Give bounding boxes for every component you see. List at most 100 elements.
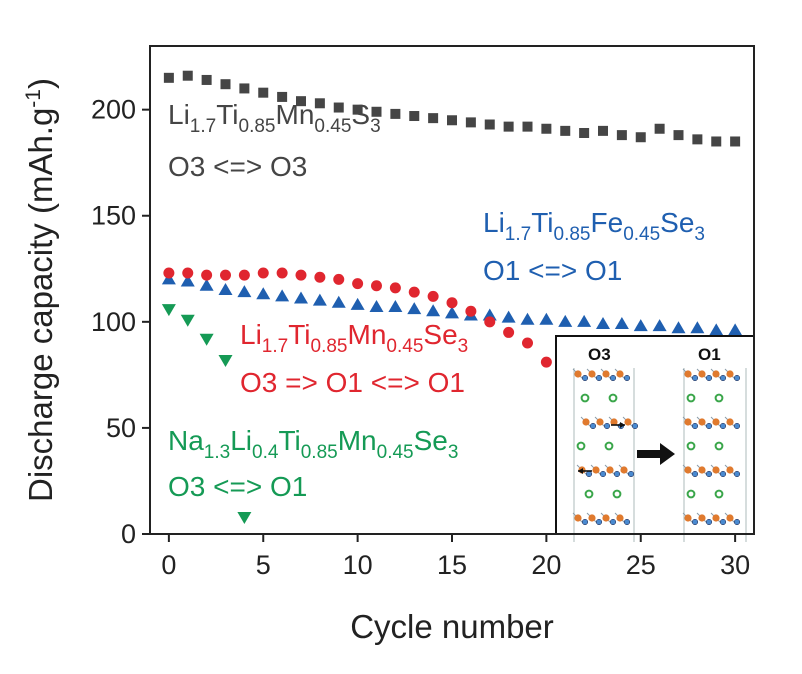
data-point <box>239 83 250 94</box>
metal-atom <box>691 518 699 526</box>
data-point <box>220 79 231 90</box>
anion-atom <box>606 466 614 474</box>
y-tick-label: 200 <box>91 95 136 125</box>
data-point <box>182 70 193 81</box>
metal-atom <box>733 374 741 382</box>
formula-segment: 0.45 <box>314 116 351 137</box>
x-tick-label: 10 <box>343 550 373 580</box>
formula-segment: 1.3 <box>204 442 230 463</box>
lithium-atom <box>686 393 696 403</box>
x-tick-label: 30 <box>720 550 750 580</box>
small-arrow-left-head-icon <box>578 468 583 474</box>
formula-segment: 0.45 <box>623 224 660 245</box>
o1-crystal-structure <box>682 368 747 542</box>
anion-atom <box>582 418 590 426</box>
data-point <box>388 299 403 312</box>
anion-atom <box>712 514 720 522</box>
y-axis-title-superscript: -1 <box>22 89 45 108</box>
formula-segment: Ti <box>216 99 238 130</box>
data-point <box>503 326 515 338</box>
data-point <box>635 132 646 143</box>
data-point <box>728 323 743 336</box>
data-point <box>220 269 231 281</box>
data-point <box>182 267 194 279</box>
formula-segment: 0.85 <box>239 116 276 137</box>
data-point <box>390 108 401 119</box>
anion-atom <box>624 418 632 426</box>
data-point <box>730 136 741 147</box>
metal-atom <box>589 422 597 430</box>
formula-segment: 1.7 <box>190 116 216 137</box>
anion-atom <box>620 466 628 474</box>
data-point <box>163 267 175 279</box>
data-point <box>482 308 497 321</box>
lithium-atom <box>604 441 614 451</box>
metal-atom <box>719 518 727 526</box>
anion-atom <box>602 370 610 378</box>
annotation-formula-na: Na1.3Li0.4Ti0.85Mn0.45Se3 <box>168 425 458 463</box>
y-axis-ticks: 0 50 100 150 200 <box>91 95 150 549</box>
x-tick-label: 5 <box>256 550 271 580</box>
data-point <box>256 287 271 300</box>
anion-atom <box>698 514 706 522</box>
inset-label-o1: O1 <box>698 345 721 364</box>
inset-structure-illustration: O3 O1 <box>555 335 755 542</box>
transition-arrow-icon <box>637 443 675 465</box>
data-point <box>314 98 325 109</box>
data-point <box>277 91 288 102</box>
data-point <box>673 130 684 141</box>
anion-atom <box>602 514 610 522</box>
anion-atom <box>712 466 720 474</box>
data-point <box>465 305 477 317</box>
formula-segment: 1.7 <box>262 336 288 357</box>
anion-atom <box>698 418 706 426</box>
metal-atom <box>691 470 699 478</box>
y-tick-label: 50 <box>106 413 136 443</box>
data-point <box>426 304 441 317</box>
formula-segment: 0.4 <box>252 442 279 463</box>
data-point <box>163 72 174 83</box>
data-point <box>577 314 592 327</box>
data-point <box>352 104 363 115</box>
data-point <box>371 280 382 292</box>
inset-label-o3: O3 <box>588 345 611 364</box>
data-point <box>560 125 571 136</box>
anion-atom <box>588 370 596 378</box>
metal-atom <box>733 518 741 526</box>
data-point <box>295 269 307 281</box>
lithium-atom <box>576 441 586 451</box>
metal-atom <box>691 374 699 382</box>
metal-atom <box>581 518 589 526</box>
formula-segment: S <box>351 99 370 130</box>
metal-atom <box>691 422 699 430</box>
metal-atom <box>623 518 631 526</box>
x-axis-ticks: 0 5 10 15 20 25 30 <box>161 534 750 580</box>
formula-segment: Se <box>414 425 448 456</box>
data-point <box>237 285 252 298</box>
data-point <box>484 119 495 130</box>
data-point <box>692 134 703 145</box>
metal-atom <box>719 374 727 382</box>
data-point <box>598 125 608 136</box>
y-axis-title-main: Discharge capacity (mAh.g <box>22 108 59 502</box>
anion-atom <box>726 466 734 474</box>
lithium-atom <box>580 393 590 403</box>
data-point <box>408 286 420 298</box>
small-arrow-right-head-icon <box>620 422 625 428</box>
lithium-atom <box>714 441 724 451</box>
data-point <box>258 87 269 98</box>
formula-segment: Li <box>483 207 505 238</box>
formula-segment: Li <box>230 425 252 456</box>
formula-segment: 3 <box>458 336 469 357</box>
metal-atom <box>705 422 713 430</box>
formula-segment: Ti <box>288 319 310 350</box>
data-point <box>276 267 288 279</box>
data-points <box>161 70 743 525</box>
anion-atom <box>610 418 618 426</box>
data-point <box>652 319 667 332</box>
data-point <box>407 302 422 315</box>
anion-atom <box>616 370 624 378</box>
anion-atom <box>684 418 692 426</box>
anion-atom <box>698 370 706 378</box>
